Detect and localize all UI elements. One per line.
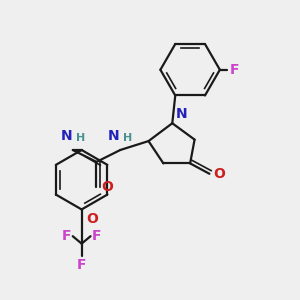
Text: F: F: [92, 229, 101, 243]
Text: O: O: [213, 167, 225, 181]
Text: N: N: [61, 130, 72, 143]
Text: F: F: [62, 229, 71, 243]
Text: N: N: [176, 107, 188, 121]
Text: H: H: [123, 134, 133, 143]
Text: N: N: [108, 130, 120, 143]
Text: F: F: [77, 258, 86, 272]
Text: O: O: [101, 180, 113, 194]
Text: O: O: [86, 212, 98, 226]
Text: F: F: [230, 63, 239, 77]
Text: H: H: [76, 134, 85, 143]
